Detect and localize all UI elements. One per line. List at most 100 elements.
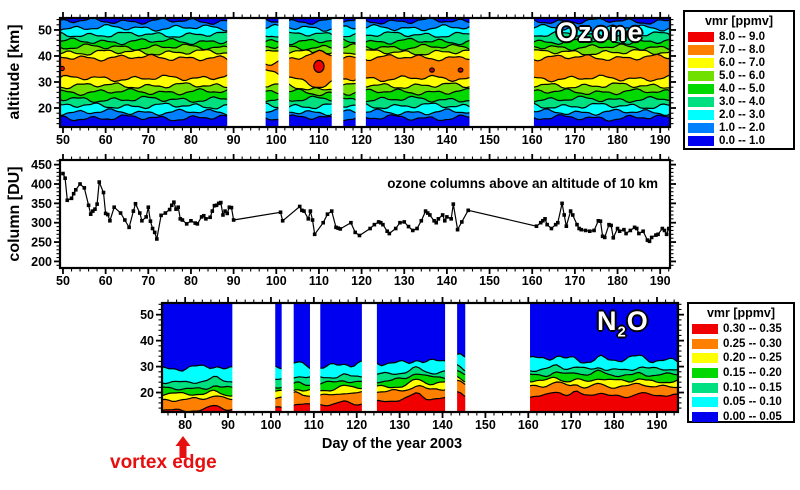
data-point-marker [73, 188, 78, 192]
vortex-edge-arrow [175, 436, 191, 458]
data-point-marker [312, 232, 317, 237]
ozone-panel: 50 60 70 80 90 100 110 120 130 140 150 160 170 180 190… [38, 12, 676, 147]
data-point-marker [88, 212, 93, 216]
data-point-marker [466, 208, 471, 213]
data-point-marker [93, 207, 97, 211]
data-point-marker [86, 203, 91, 208]
data-point-marker [184, 222, 189, 226]
data-point-marker [602, 235, 607, 240]
data-point-marker [560, 201, 564, 206]
data-point-marker [225, 211, 230, 216]
data-point-marker [410, 228, 415, 233]
data-point-marker [649, 235, 654, 240]
data-point-marker [656, 232, 660, 237]
legend-item: 6.0 -- 7.0 [688, 56, 790, 69]
data-point-marker [150, 226, 155, 231]
ozone-panel-title: Ozone [556, 17, 644, 47]
column-x-tick-label: 150 [479, 274, 500, 288]
data-point-marker [596, 218, 601, 223]
data-point-marker [556, 220, 560, 225]
data-point-marker [101, 190, 106, 195]
data-point-marker [178, 217, 183, 221]
data-point-marker [140, 218, 144, 223]
legend-item-label: 0.05 -- 0.10 [723, 396, 782, 409]
ozone-data-gap [331, 18, 344, 127]
n2o-x-tick-label: 170 [561, 418, 582, 432]
data-point-marker [393, 226, 398, 231]
data-point-marker [440, 213, 445, 217]
data-point-marker [442, 218, 447, 223]
data-point-marker [436, 217, 441, 221]
data-point-marker [227, 205, 232, 210]
n2o-legend-rows: 0.30 -- 0.35 0.25 -- 0.30 0.20 -- 0.25 0.15… [692, 322, 790, 424]
data-point-marker [71, 191, 76, 196]
data-point-marker [387, 231, 392, 236]
legend-color-chip [688, 70, 714, 81]
legend-color-chip [692, 338, 718, 349]
n2o-x-tick-label: 90 [221, 418, 235, 432]
data-point-marker [199, 215, 204, 219]
data-point-marker [91, 209, 95, 213]
legend-color-chip [688, 135, 714, 146]
data-point-marker [325, 212, 330, 216]
data-point-marker [372, 222, 377, 227]
column-x-tick-label: 180 [607, 274, 628, 288]
data-point-marker [97, 180, 102, 184]
n2o-data-gap [465, 303, 531, 412]
data-point-marker [148, 219, 153, 223]
column-x-tick-label: 170 [564, 274, 585, 288]
legend-color-chip [692, 324, 718, 335]
data-point-marker [583, 228, 588, 233]
data-point-marker [302, 209, 306, 213]
column-x-tick-label: 50 [56, 274, 70, 288]
n2o-panel-title: N2O [597, 306, 649, 340]
column-plot-title: ozone columns above an altitude of 10 km [387, 176, 658, 191]
data-point-marker [664, 232, 669, 237]
data-point-marker [306, 217, 311, 221]
ozone-vmr-max-island [313, 59, 325, 73]
data-point-marker [172, 200, 176, 204]
n2o-x-tick-label: 100 [261, 418, 282, 432]
column-x-tick-label: 140 [436, 274, 457, 288]
legend-item-label: 0.25 -- 0.30 [723, 337, 782, 350]
ozone-y-tick-label: 20 [38, 102, 52, 116]
ozone-x-tick-label: 110 [309, 133, 329, 147]
data-point-marker [609, 223, 613, 228]
ozone-contour-bands [60, 18, 670, 127]
n2o-y-tick-label: 20 [140, 386, 154, 400]
column-x-tick-label: 80 [184, 274, 198, 288]
n2o-title-sub: 2 [617, 324, 627, 341]
data-point-marker [634, 226, 639, 231]
data-point-marker [575, 222, 579, 227]
n2o-x-tick-label: 140 [432, 418, 453, 432]
ozone-x-tick-label: 160 [522, 133, 543, 147]
ozone-colorbar-legend: vmr [ppmv] 8.0 -- 9.0 7.0 -- 8.0 6.0 -- 7.… [683, 10, 795, 150]
data-point-marker [570, 213, 575, 217]
legend-color-chip [688, 122, 714, 133]
data-point-marker [334, 225, 338, 230]
data-point-marker [645, 238, 650, 242]
data-point-marker [214, 203, 219, 208]
data-point-marker [144, 215, 148, 219]
data-point-marker [216, 201, 221, 206]
ozone-x-tick-label: 130 [394, 133, 415, 147]
legend-item-label: 2.0 -- 3.0 [719, 108, 766, 121]
legend-item-label: 4.0 -- 5.0 [719, 82, 766, 95]
legend-color-chip [688, 31, 714, 42]
ozone-x-tick-label: 150 [479, 133, 500, 147]
ozone-y-tick-label: 30 [38, 75, 52, 89]
data-point-marker [69, 196, 74, 201]
n2o-title-post: O [626, 306, 649, 336]
ozone-x-tick-label: 70 [141, 133, 155, 147]
data-point-marker [280, 218, 285, 223]
ozone-data-gap [355, 18, 366, 127]
legend-item: 0.25 -- 0.30 [692, 337, 790, 352]
legend-item-label: 5.0 -- 6.0 [719, 69, 766, 82]
data-point-marker [321, 220, 325, 225]
data-point-marker [65, 198, 70, 203]
data-point-marker [637, 231, 641, 236]
n2o-x-tick-label: 150 [475, 418, 496, 432]
data-point-marker [641, 229, 645, 234]
legend-item: 0.00 -- 0.05 [692, 410, 790, 425]
